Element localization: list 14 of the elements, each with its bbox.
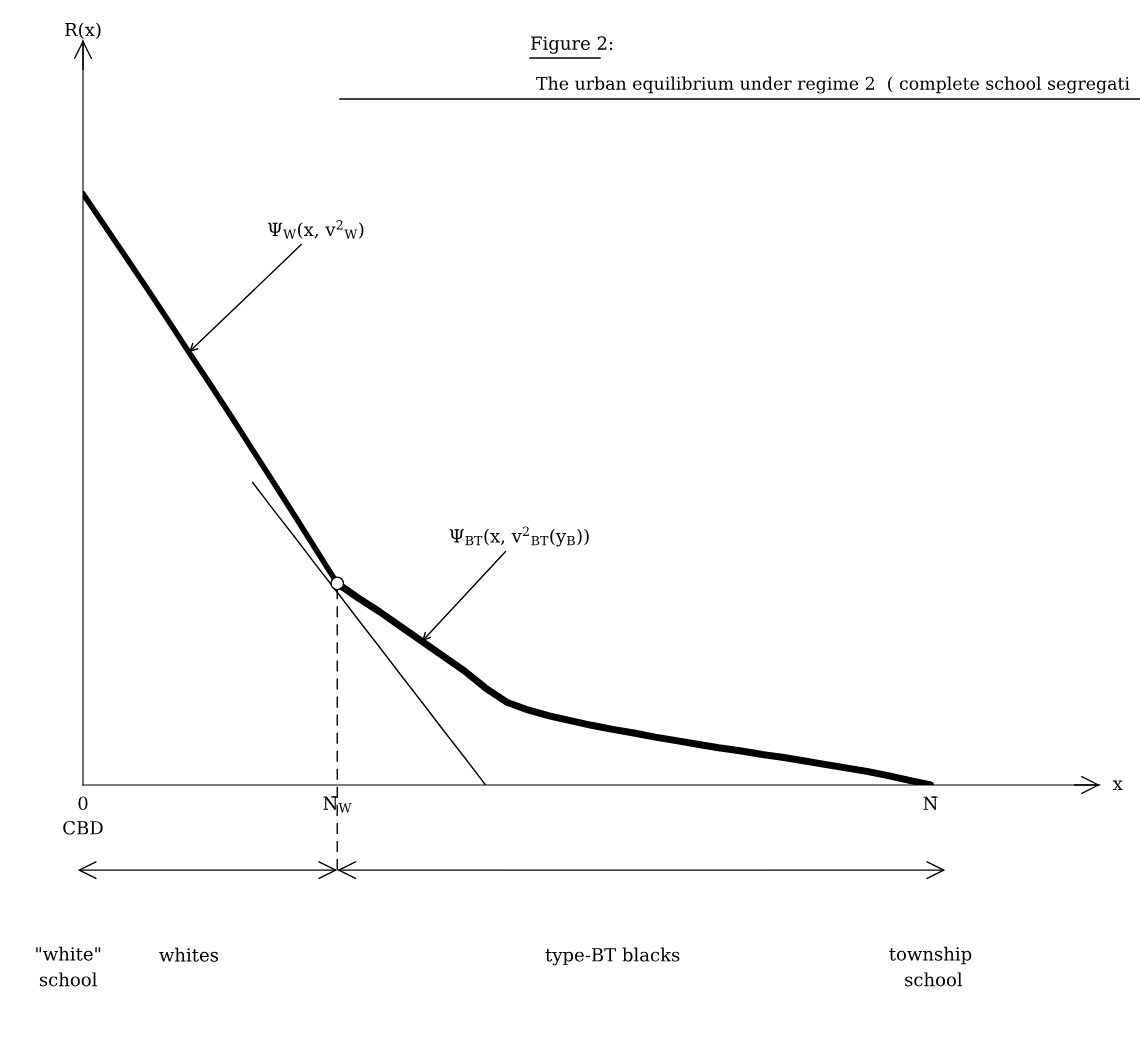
annotation: Ψ$_{BT}$(x, v$^{2}$$_{BT}$(y$_{B}$)) xyxy=(449,526,589,547)
x-axis-title: x xyxy=(1112,780,1123,790)
text: CBD xyxy=(63,820,103,835)
x-tick-label: N̄ xyxy=(923,796,938,811)
x-tick-label: 0 xyxy=(78,796,88,811)
text: whites xyxy=(159,947,219,962)
chart-title: Figure 2: xyxy=(531,36,613,54)
text: "white" school xyxy=(36,946,101,987)
text: township school xyxy=(889,946,972,987)
x-tick-label: N̄$_{W}$ xyxy=(323,796,352,813)
text: type-BT blacks xyxy=(545,947,680,966)
annotation: Ψ$_{W}$(x, v$^{2}$$_{W}$) xyxy=(267,220,364,239)
chart-subtitle: The urban equilibrium under regime 2 ( complete school segregati xyxy=(536,76,1130,94)
text: R(x) xyxy=(65,22,101,39)
